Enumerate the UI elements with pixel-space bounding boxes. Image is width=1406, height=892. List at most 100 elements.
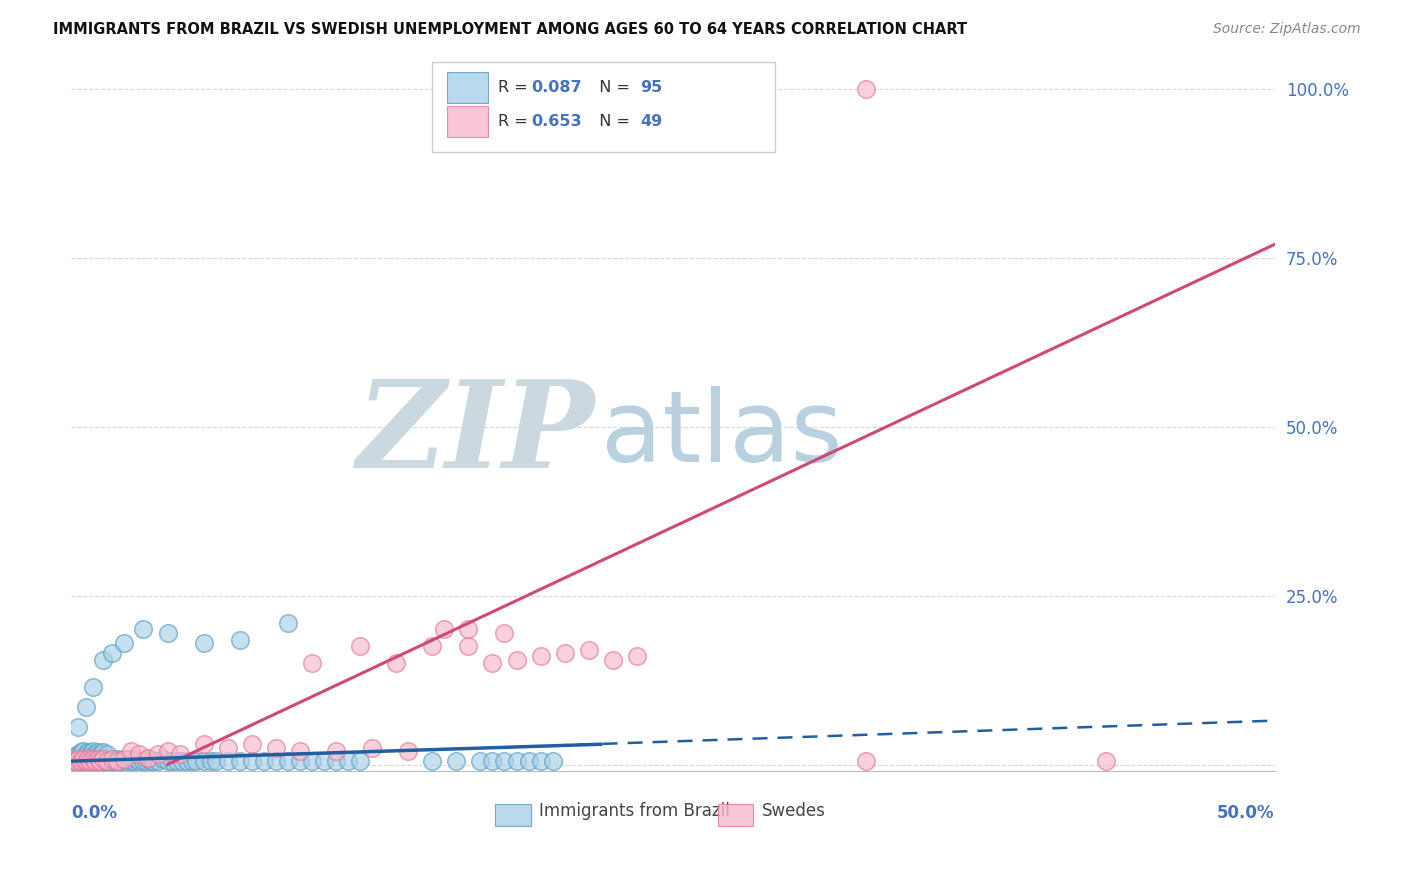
Point [75,747,97,762]
Point [89,754,111,768]
Point [120,754,142,768]
Point [166,754,188,768]
Point [505,653,527,667]
Text: Swedes: Swedes [762,802,825,820]
Point [626,649,648,664]
Point [529,754,551,768]
Point [82,754,104,768]
Point [105,754,128,768]
Point [82,752,104,766]
Point [91,752,114,766]
Point [170,754,193,768]
Point [89,754,111,768]
Text: R =: R = [499,80,533,95]
Point [349,754,371,768]
Point [122,754,145,768]
Point [125,752,148,766]
Point [136,752,159,766]
Point [96,754,118,768]
Point [115,754,138,768]
Point [70,751,93,765]
Point [162,754,184,768]
Text: N =: N = [589,80,636,95]
Point [89,747,111,762]
Point [79,754,101,768]
Text: 50.0%: 50.0% [1218,804,1275,822]
Point [312,754,335,768]
Point [77,752,100,766]
Point [457,623,479,637]
Point [200,754,222,768]
Point [253,754,276,768]
Point [193,754,215,768]
Point [505,754,527,768]
Point [361,740,384,755]
FancyBboxPatch shape [447,71,488,103]
Point [132,754,155,768]
Text: Immigrants from Brazil: Immigrants from Brazil [538,802,730,820]
Point [139,754,162,768]
Point [128,747,150,762]
Point [142,754,165,768]
Point [91,754,114,768]
Point [86,754,108,768]
Point [264,754,287,768]
Point [229,632,252,647]
Point [91,653,114,667]
Text: atlas: atlas [600,386,842,483]
Point [62,754,84,768]
Point [349,640,371,654]
Point [70,745,93,759]
Point [136,751,159,765]
Text: N =: N = [589,114,636,129]
Point [96,754,118,768]
Point [264,740,287,755]
Point [72,754,94,768]
Point [578,642,600,657]
Point [84,754,107,768]
Point [193,737,215,751]
Point [156,754,179,768]
Point [433,623,456,637]
Point [420,754,443,768]
Point [180,754,202,768]
Point [75,754,97,768]
Point [79,754,101,768]
Point [112,752,135,766]
FancyBboxPatch shape [447,106,488,137]
Point [217,740,239,755]
Text: 49: 49 [641,114,662,129]
Point [529,649,551,664]
Point [146,747,169,762]
Point [554,646,576,660]
Text: 0.0%: 0.0% [72,804,117,822]
Point [132,623,155,637]
Point [70,754,93,768]
Point [855,754,877,768]
Point [396,744,419,758]
Point [111,754,134,768]
Point [277,615,299,630]
Point [101,646,124,660]
Point [86,752,108,766]
Point [385,656,408,670]
Point [494,754,516,768]
Point [481,754,503,768]
Point [112,636,135,650]
Point [84,747,107,762]
Point [204,754,226,768]
Point [67,752,90,766]
Point [82,744,104,758]
Point [98,754,121,768]
Point [62,751,84,765]
Point [101,754,124,768]
Point [217,754,239,768]
Point [77,745,100,759]
Point [120,744,142,758]
Point [240,754,263,768]
Point [67,720,90,734]
Point [91,745,114,759]
Point [156,625,179,640]
Point [65,754,87,768]
Point [288,754,311,768]
